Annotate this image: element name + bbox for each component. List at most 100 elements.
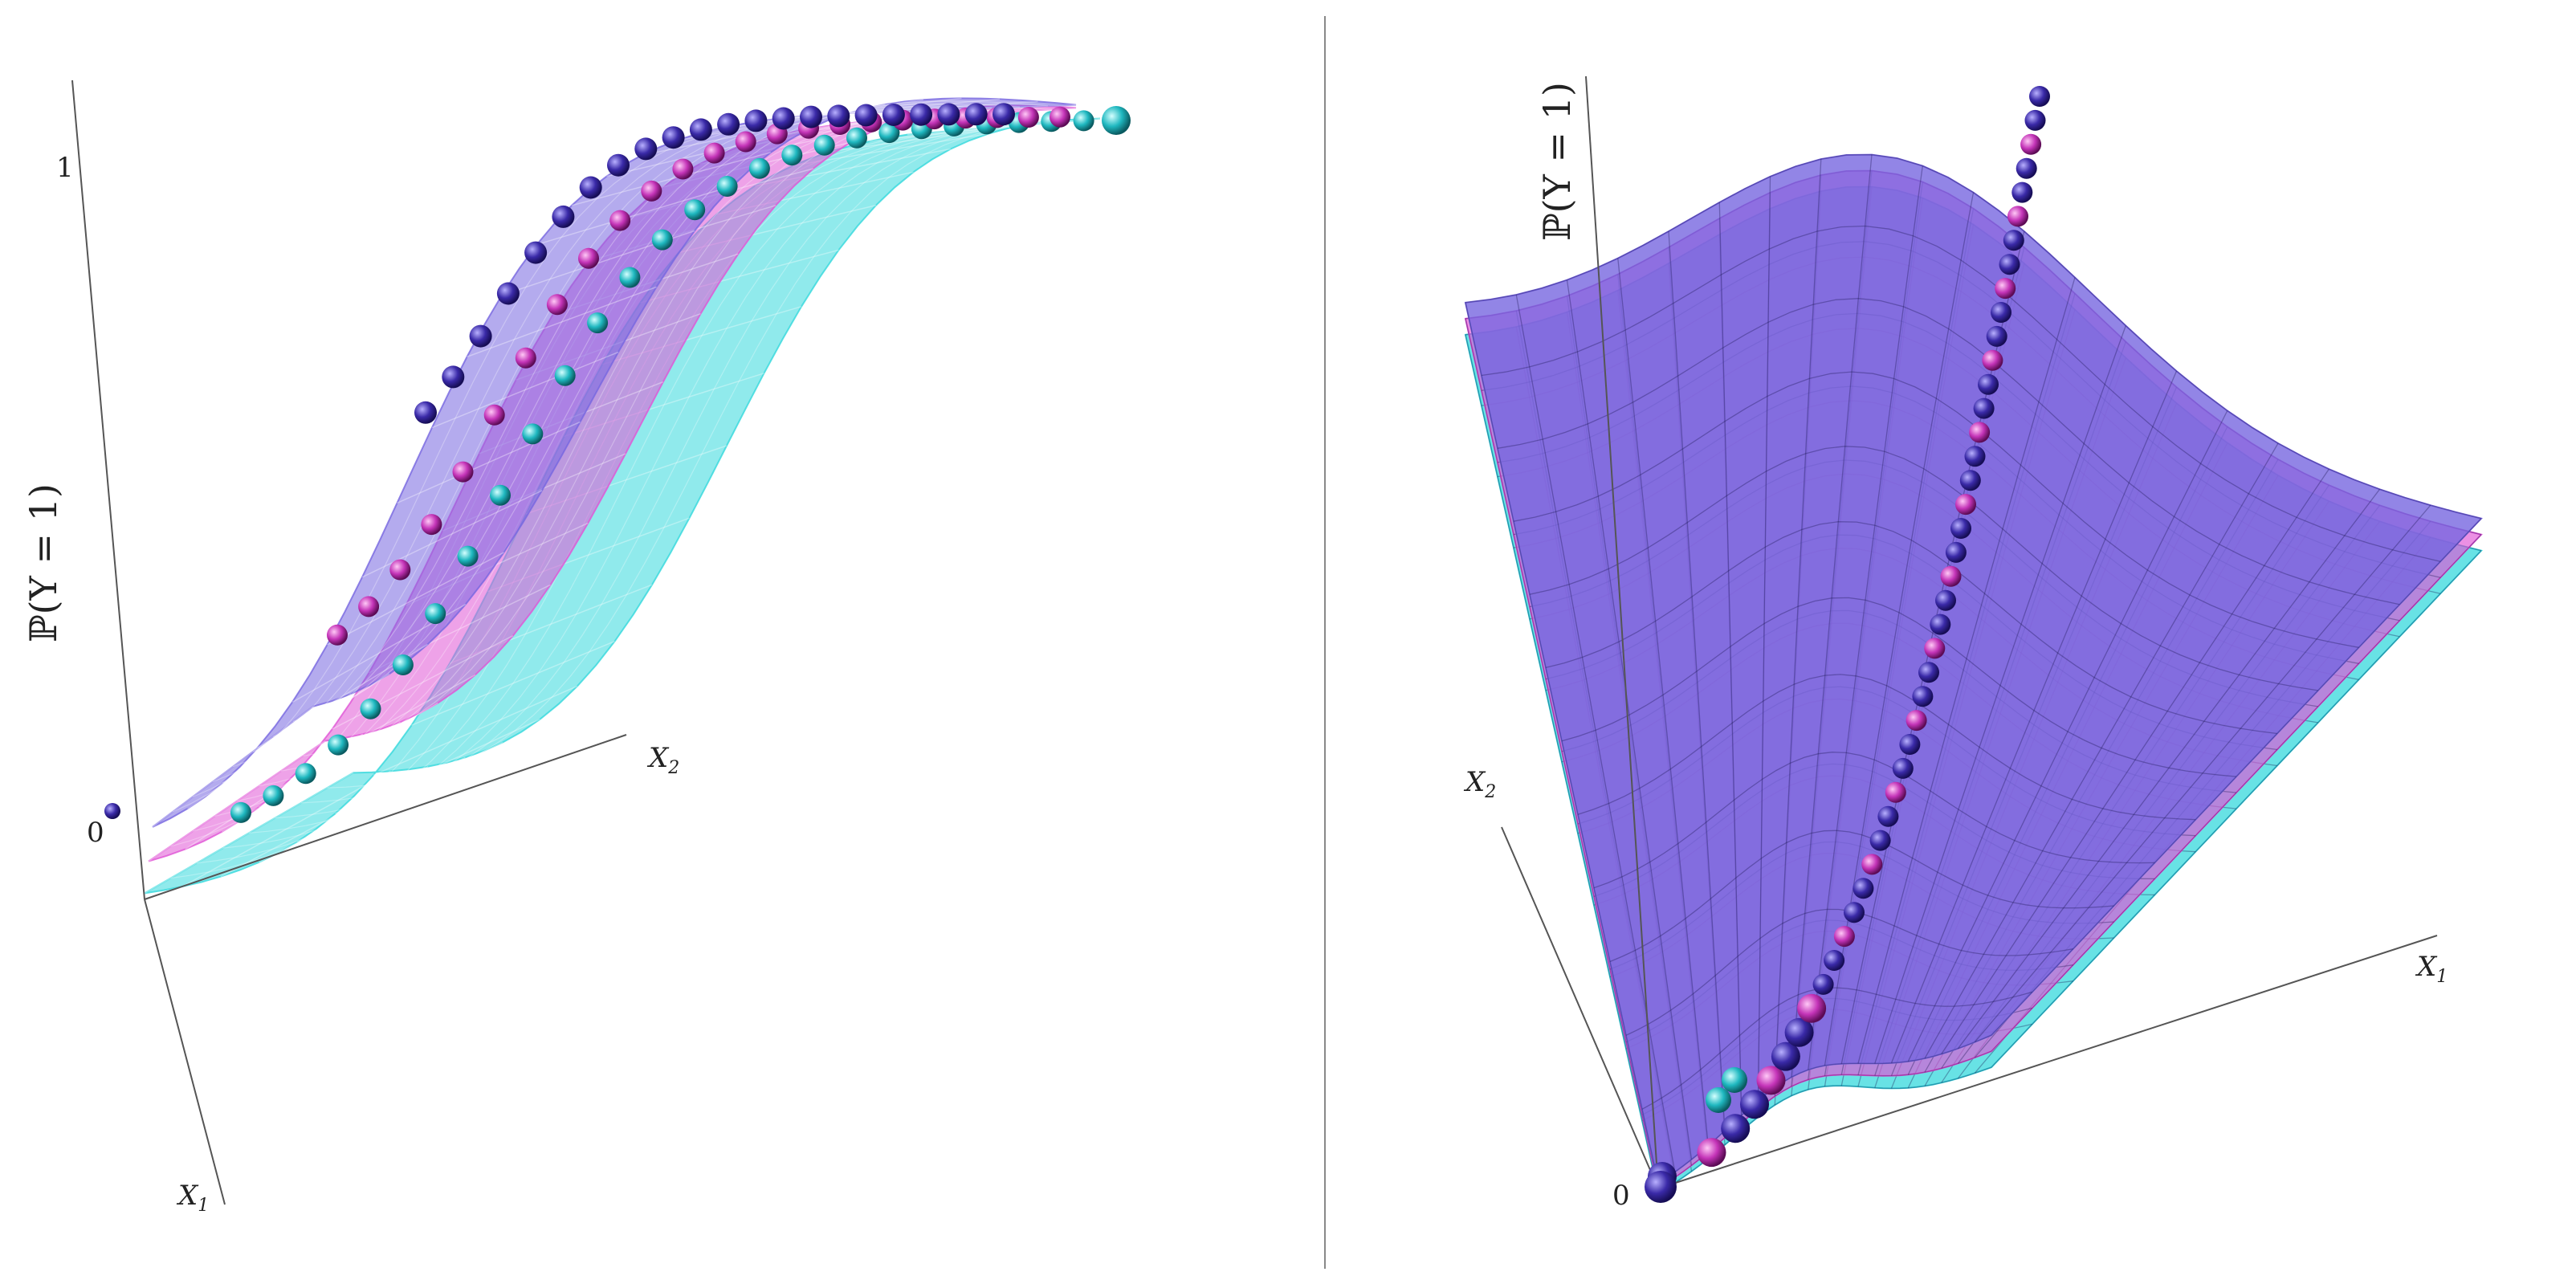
sphere	[2016, 157, 2037, 179]
right-surface-blue-grid-line	[1566, 279, 1693, 1160]
right-surface-blue-grid-line	[1974, 504, 2431, 1043]
sphere-origin	[1645, 1171, 1677, 1203]
sphere	[1991, 302, 2011, 323]
left-x2-label: X2	[646, 742, 679, 778]
sphere	[1964, 446, 1986, 467]
right-surface-blue-fill	[1464, 153, 2483, 1185]
sphere	[717, 112, 740, 136]
sphere	[964, 103, 988, 126]
right-tick-origin: 0	[1612, 1180, 1630, 1212]
sphere	[1812, 973, 1834, 995]
sphere	[1945, 541, 1967, 563]
sphere	[619, 267, 641, 288]
sphere	[1833, 926, 1855, 948]
left-surface-cyan-mesh-line	[144, 772, 354, 895]
right-surface-blue-grid-line	[1609, 830, 2114, 963]
right-y-axis	[1585, 75, 1659, 1189]
sphere	[1797, 993, 1827, 1023]
sphere	[672, 158, 694, 180]
sphere	[554, 365, 576, 386]
sphere	[744, 109, 768, 132]
sphere	[546, 294, 568, 316]
left-surface-blue-mesh-line	[397, 421, 581, 504]
right-panel: 0 ℙ(Y = 1) X2 X1	[1463, 75, 2483, 1212]
left-surface-blue-mesh-line	[571, 152, 772, 206]
left-surface-magenta-mesh-line	[258, 702, 438, 808]
left-surface-blue-mesh-line	[327, 552, 504, 646]
right-x2-axis	[1501, 826, 1659, 1189]
left-surface-cyan-mesh-line	[275, 124, 1029, 819]
sphere	[1721, 1114, 1751, 1143]
left-spheres	[104, 103, 1131, 823]
sphere	[1784, 1017, 1814, 1047]
left-surface-cyan-mesh-line	[335, 718, 540, 814]
left-x1-axis	[144, 899, 226, 1205]
sphere	[389, 559, 411, 581]
right-surface-blue-grid-line	[1465, 302, 1659, 1184]
sphere	[748, 157, 770, 179]
sphere	[1935, 589, 1956, 611]
sphere	[452, 461, 474, 483]
right-surface-blue-grid-line	[1641, 987, 2032, 1110]
left-x2-axis	[144, 734, 627, 900]
right-surface-blue-grid-line	[1617, 258, 1709, 1146]
sphere	[1824, 950, 1845, 971]
sphere	[781, 145, 803, 166]
sphere	[483, 404, 505, 426]
right-surface-blue-grid-line	[1593, 752, 2155, 889]
sphere	[442, 365, 465, 389]
right-surface-blue-grid-line	[1529, 446, 2318, 691]
sphere	[1973, 397, 1995, 419]
sphere	[1995, 278, 2016, 300]
left-panel: 1 0 ℙ(Y = 1) X1 X2	[22, 79, 1131, 1216]
right-surface-blue-grid-line	[1757, 176, 1771, 1101]
right-surfaces	[1464, 153, 2483, 1194]
left-surface-blue-fill	[152, 97, 1077, 828]
sphere	[609, 210, 631, 231]
sphere	[1050, 106, 1070, 128]
left-surface-cyan-mesh-line	[327, 120, 1077, 789]
sphere	[1885, 781, 1906, 803]
left-surface-cyan-mesh-line	[248, 126, 1005, 834]
sphere	[230, 801, 251, 823]
sphere	[578, 247, 599, 269]
sphere	[358, 596, 380, 618]
left-surface-blue-mesh-line	[152, 706, 314, 828]
sphere	[1697, 1138, 1726, 1168]
sphere	[2020, 133, 2042, 155]
left-tick-top: 1	[56, 152, 74, 184]
sphere	[1722, 1067, 1747, 1093]
right-x2-label: X2	[1463, 766, 1496, 802]
sphere	[457, 545, 479, 567]
sphere	[1924, 638, 1946, 659]
left-surface-magenta-mesh-line	[295, 674, 476, 775]
right-surface-blue-grid-line	[1668, 231, 1726, 1131]
right-surface-blue-grid-line	[1465, 153, 2482, 520]
right-surface-blue-grid-line	[1561, 597, 2237, 777]
sphere	[421, 514, 442, 536]
sphere	[587, 312, 609, 334]
right-surface-blue-grid-line	[1481, 225, 2441, 562]
sphere	[882, 104, 905, 126]
sphere	[854, 104, 878, 127]
sphere	[1906, 710, 1927, 732]
sphere	[846, 127, 867, 149]
left-surface-blue-mesh-line	[361, 490, 543, 578]
sphere	[490, 484, 511, 506]
sphere	[1999, 254, 2020, 275]
right-surface-magenta-grid-line	[1465, 318, 1659, 1188]
sphere	[2024, 109, 2046, 131]
right-y-axis-label: ℙ(Y = 1)	[1535, 82, 1579, 241]
sphere-start-blue	[104, 803, 120, 819]
right-surface-blue-grid-line	[1924, 442, 2279, 1059]
right-surface-magenta-grid-line	[1991, 534, 2482, 1052]
sphere	[937, 103, 960, 126]
right-surface-blue-grid-line	[1718, 202, 1742, 1115]
sphere	[1982, 349, 2003, 371]
sphere	[552, 205, 575, 228]
sphere	[716, 176, 738, 197]
sphere	[1986, 325, 2007, 347]
sphere	[703, 142, 725, 164]
sphere	[2011, 181, 2033, 203]
sphere	[1978, 373, 1999, 395]
